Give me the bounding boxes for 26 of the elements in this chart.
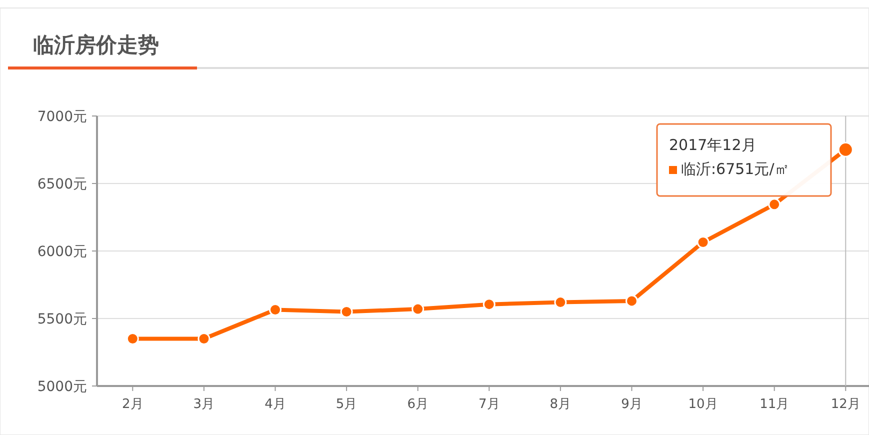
x-tick-label: 5月 [336, 397, 358, 412]
chart-title: 临沂房价走势 [33, 33, 159, 57]
x-tick-label: 3月 [193, 397, 215, 412]
y-tick-label: 6500元 [37, 176, 87, 192]
point [198, 332, 210, 345]
annotation: 临沂:6751元/㎡ [681, 160, 790, 178]
point [412, 302, 424, 316]
y-tick-label: 5000元 [37, 379, 87, 395]
point [482, 298, 496, 311]
x-tick-label: 6月 [407, 397, 428, 412]
x-tick-label: 11月 [760, 397, 790, 412]
x-tick-label: 10月 [688, 397, 718, 412]
point [768, 198, 781, 211]
x-tick-label: 4月 [264, 397, 286, 412]
point [126, 332, 139, 345]
x-tick-label: 2月 [122, 397, 144, 412]
x-tick-label: 8月 [550, 397, 572, 412]
y-tick-label: 7000元 [37, 109, 87, 125]
x-tick-label: 12月 [830, 397, 860, 412]
x-tick-label: 7月 [478, 397, 500, 412]
x-tick-label: 9月 [621, 397, 642, 412]
point [340, 306, 353, 318]
y-tick-label: 6000元 [37, 244, 87, 260]
y-tick-label: 5500元 [37, 312, 87, 328]
point [626, 294, 638, 308]
annotation: 2017年12月 [669, 136, 756, 154]
